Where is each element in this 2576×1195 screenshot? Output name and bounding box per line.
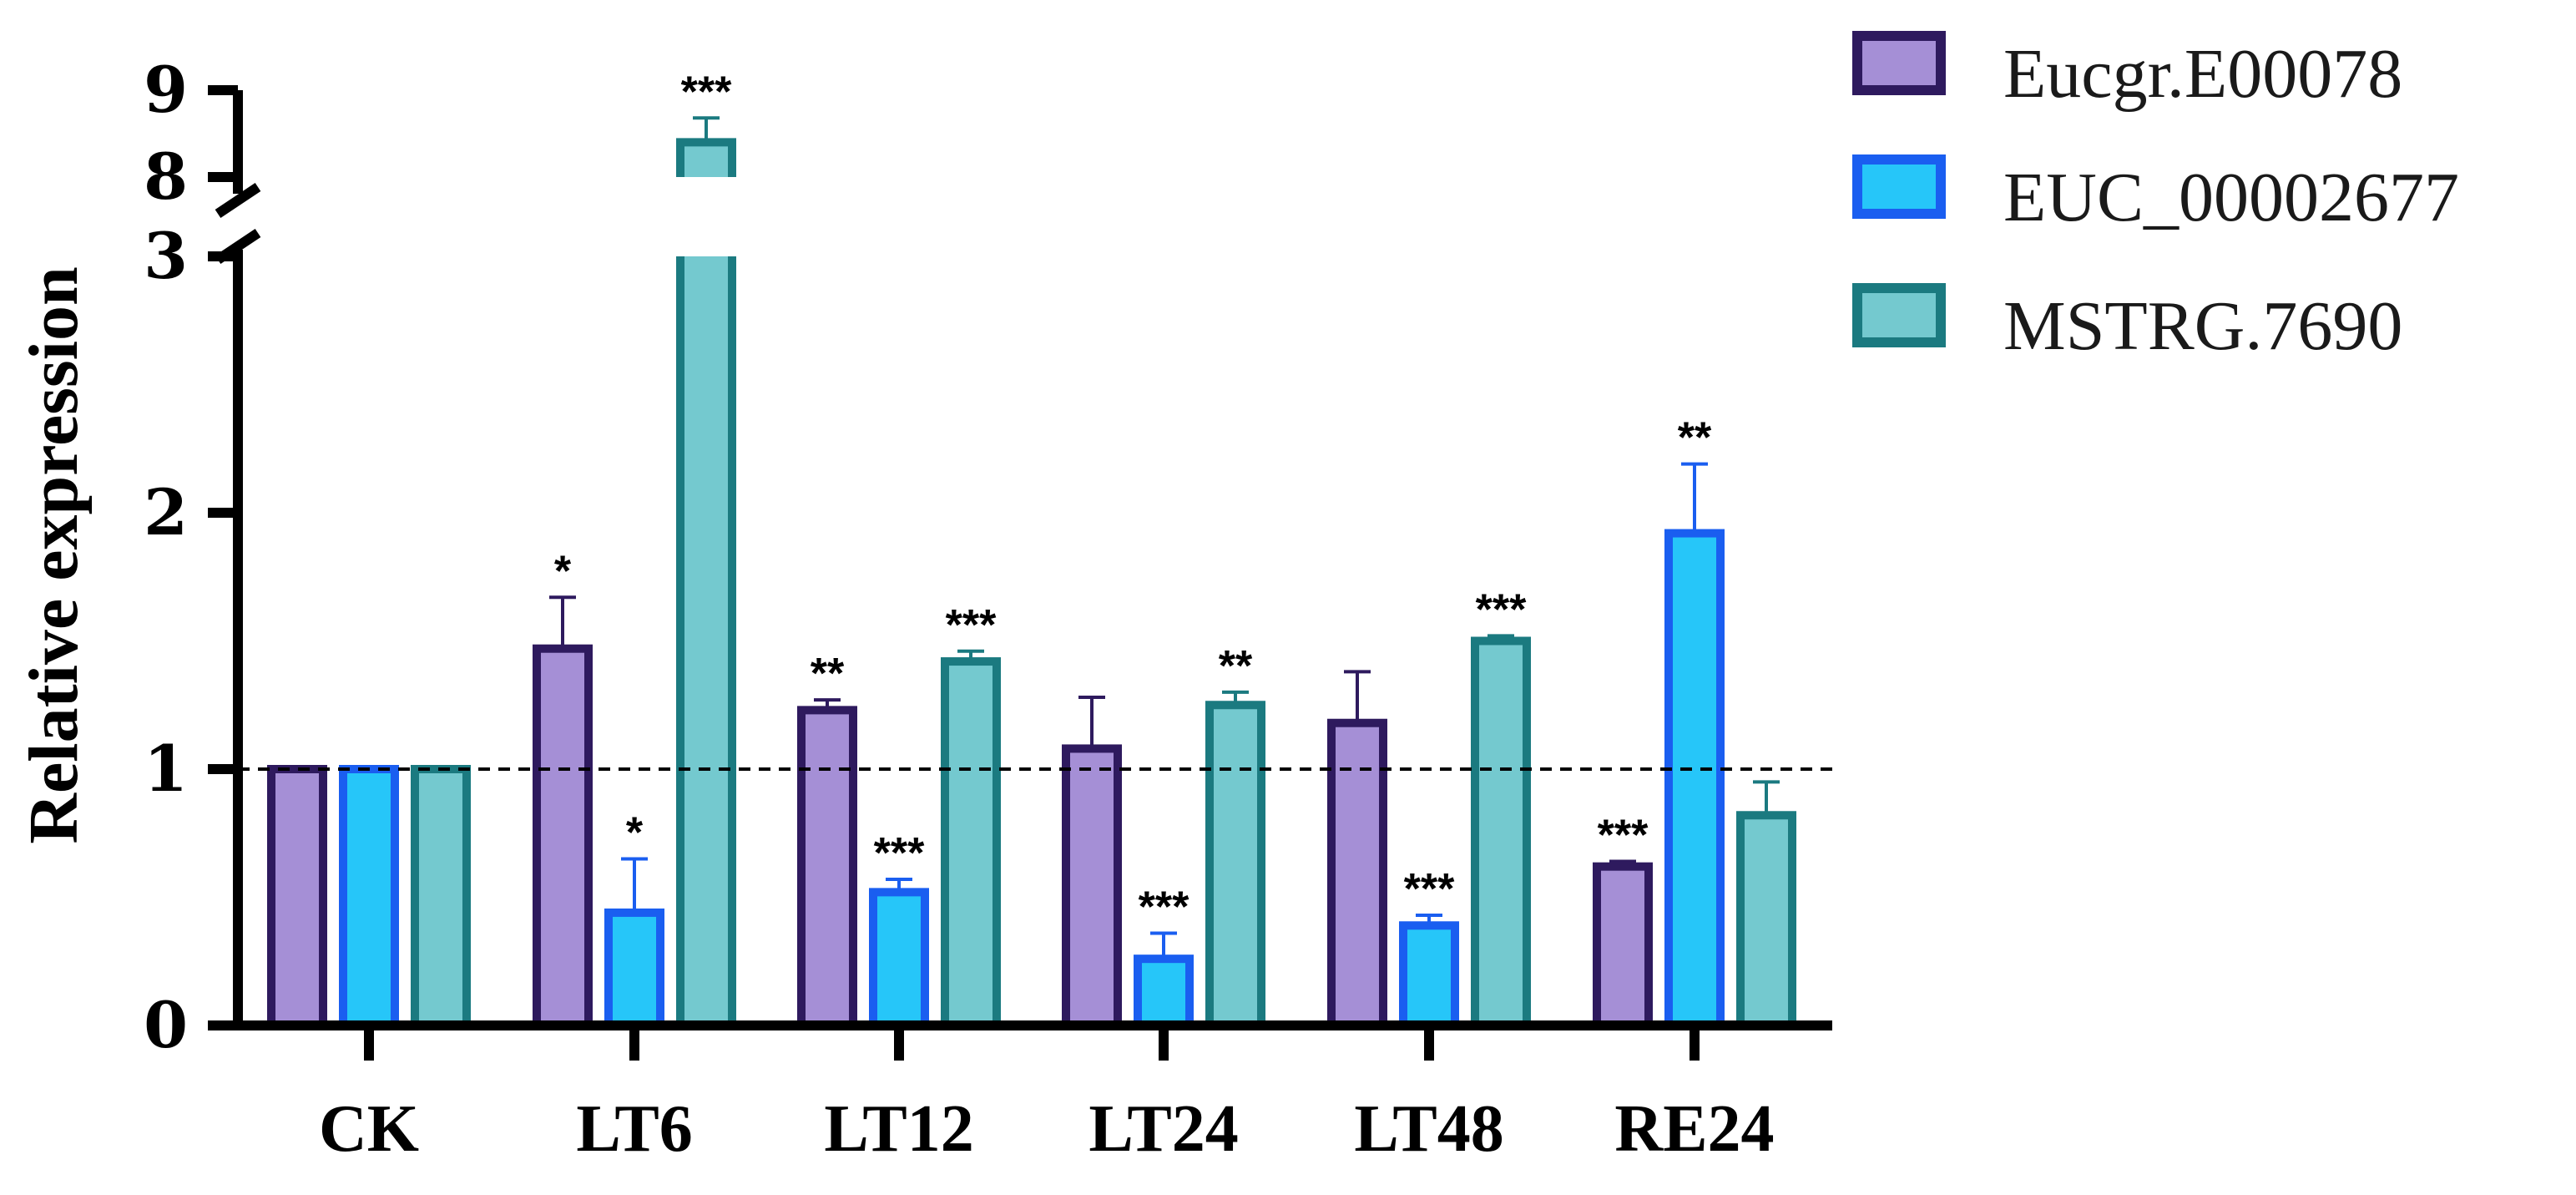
significance-layer: ******* ****** **************** bbox=[554, 68, 1712, 931]
bar bbox=[1327, 718, 1387, 1030]
bar bbox=[1593, 862, 1653, 1030]
bar bbox=[941, 657, 1001, 1030]
significance-label: *** bbox=[681, 68, 732, 116]
significance-label: *** bbox=[874, 829, 925, 878]
error-bars-layer bbox=[549, 116, 1780, 960]
significance-label: ** bbox=[1219, 642, 1253, 691]
bar bbox=[1062, 744, 1122, 1030]
y-tick-label: 3 bbox=[144, 219, 188, 293]
legend-swatch bbox=[1852, 154, 1946, 219]
category-label: LT12 bbox=[824, 1092, 973, 1166]
bar bbox=[1134, 954, 1194, 1030]
significance-label: *** bbox=[946, 601, 997, 650]
bar bbox=[869, 888, 929, 1030]
bar bbox=[1736, 811, 1796, 1030]
legend-label: Eucgr.E00078 bbox=[2003, 35, 2402, 113]
significance-label: ** bbox=[811, 650, 845, 698]
y-tick-label: 8 bbox=[144, 139, 188, 214]
bar bbox=[604, 908, 664, 1030]
bar bbox=[533, 644, 593, 1030]
y-axis-label: Relative expression bbox=[15, 266, 93, 843]
y-ticks: 0 1 2 38 9 bbox=[144, 53, 238, 1062]
bar bbox=[680, 256, 732, 1025]
significance-label: *** bbox=[1476, 585, 1527, 634]
legend-swatch bbox=[1852, 283, 1946, 347]
category-label: RE24 bbox=[1614, 1092, 1774, 1166]
bar bbox=[1471, 636, 1531, 1030]
axis-break-mark bbox=[215, 183, 261, 218]
significance-label: ** bbox=[1678, 414, 1712, 463]
category-label: CK bbox=[319, 1092, 419, 1166]
bar bbox=[797, 706, 857, 1030]
y-tick-label: 0 bbox=[144, 988, 188, 1062]
y-tick-label: 9 bbox=[144, 53, 188, 127]
significance-label: *** bbox=[1139, 883, 1190, 931]
bar-upper bbox=[680, 142, 732, 177]
legend: Eucgr.E00078 EUC_00002677 MSTRG.7690 bbox=[1852, 31, 2459, 365]
y-tick-label: 1 bbox=[144, 732, 188, 806]
significance-label: * bbox=[626, 808, 644, 857]
bar bbox=[411, 765, 471, 1030]
legend-label: EUC_00002677 bbox=[2003, 159, 2459, 236]
category-label: LT6 bbox=[576, 1092, 692, 1166]
x-ticks: CK LT6 LT12 LT24 LT48 RE24 bbox=[319, 1025, 1775, 1166]
significance-label: *** bbox=[1404, 865, 1455, 914]
bar bbox=[1205, 701, 1265, 1030]
category-label: LT24 bbox=[1088, 1092, 1238, 1166]
bar bbox=[339, 765, 399, 1030]
bar bbox=[267, 765, 327, 1030]
legend-label: MSTRG.7690 bbox=[2003, 287, 2402, 365]
bar bbox=[1399, 921, 1459, 1030]
bar bbox=[1664, 529, 1725, 1030]
significance-label: *** bbox=[1598, 812, 1649, 860]
y-tick-label: 2 bbox=[144, 475, 188, 549]
legend-swatch bbox=[1852, 31, 1946, 95]
significance-label: * bbox=[554, 547, 572, 595]
category-label: LT48 bbox=[1354, 1092, 1503, 1166]
bars-layer bbox=[267, 138, 1796, 1030]
